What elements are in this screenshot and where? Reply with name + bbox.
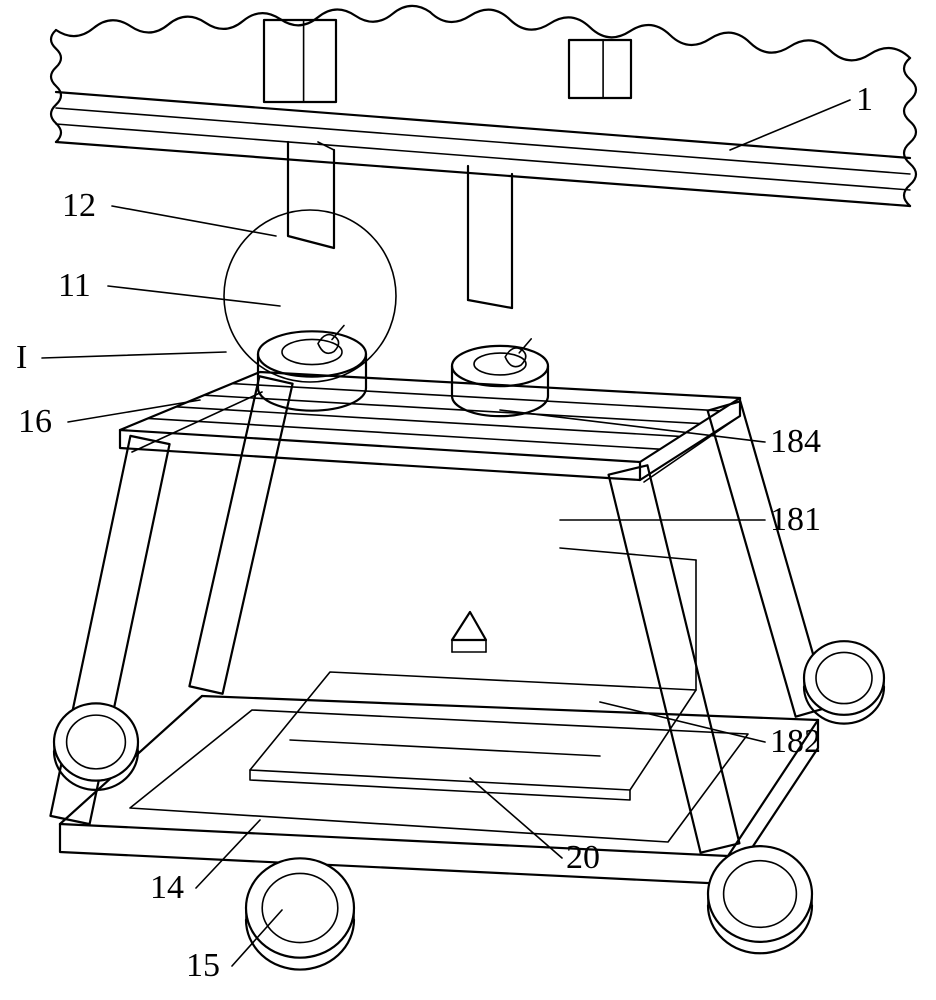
callout-label: 20 — [566, 839, 600, 876]
callout-label: 12 — [62, 187, 96, 224]
callout-label: 184 — [770, 423, 821, 460]
callout-label: I — [16, 339, 27, 376]
callout-label: 15 — [186, 947, 220, 984]
figure-svg: 1 12 11 I 16 184 181 182 20 14 15 — [0, 0, 936, 1000]
callout-label: 11 — [58, 267, 91, 304]
callout-label: 16 — [18, 403, 52, 440]
callout-label: 182 — [770, 723, 821, 760]
callout-label: 14 — [150, 869, 184, 906]
callout-label: 181 — [770, 501, 821, 538]
callout-label: 1 — [856, 81, 873, 118]
